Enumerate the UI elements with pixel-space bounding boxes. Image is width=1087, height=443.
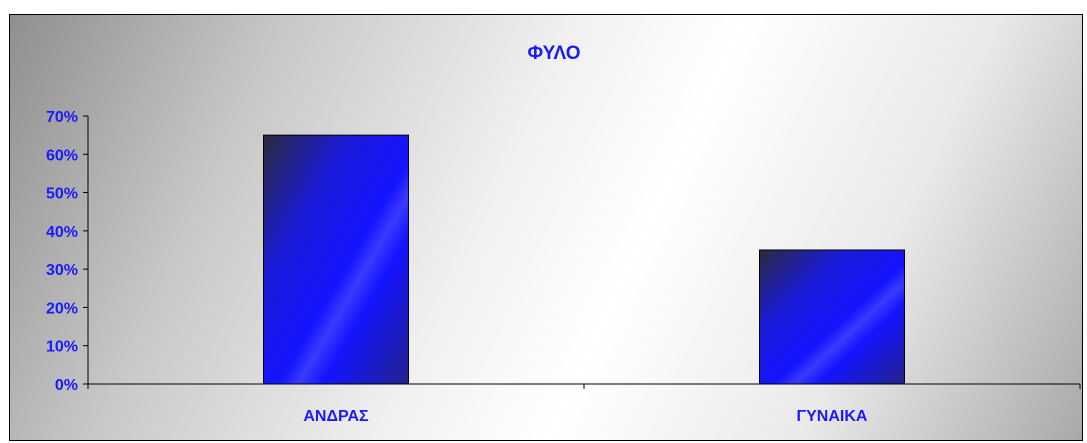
bar-chart: ΦΥΛΟ 0% 10% 20% 30% 40% 50% 60% 70% ΑΝΔΡΑΣ ΓΥΝΑΙΚ… [46,43,1081,425]
chart-title: ΦΥΛΟ [528,43,581,64]
bar [263,134,409,385]
x-category-label: ΓΥΝΑΙΚΑ [797,408,868,425]
labels: 0% 10% 20% 30% 40% 50% 60% 70% ΑΝΔΡΑΣ ΓΥΝΑΙΚΑ [46,109,868,425]
axes [83,115,1081,389]
bars [263,134,905,385]
y-tick-label: 30% [46,262,78,279]
chart-frame: ΦΥΛΟ 0% 10% 20% 30% 40% 50% 60% 70% ΑΝΔΡΑΣ ΓΥΝΑΙΚ… [9,14,1083,441]
y-tick-label: 20% [46,300,78,317]
y-tick-label: 50% [46,186,78,203]
x-category-label: ΑΝΔΡΑΣ [303,408,369,425]
y-tick-label: 60% [46,147,78,164]
y-tick-label: 10% [46,339,78,356]
y-tick-label: 40% [46,224,78,241]
y-tick-label: 0% [55,377,78,394]
y-tick-label: 70% [46,109,78,126]
bar [759,249,905,385]
